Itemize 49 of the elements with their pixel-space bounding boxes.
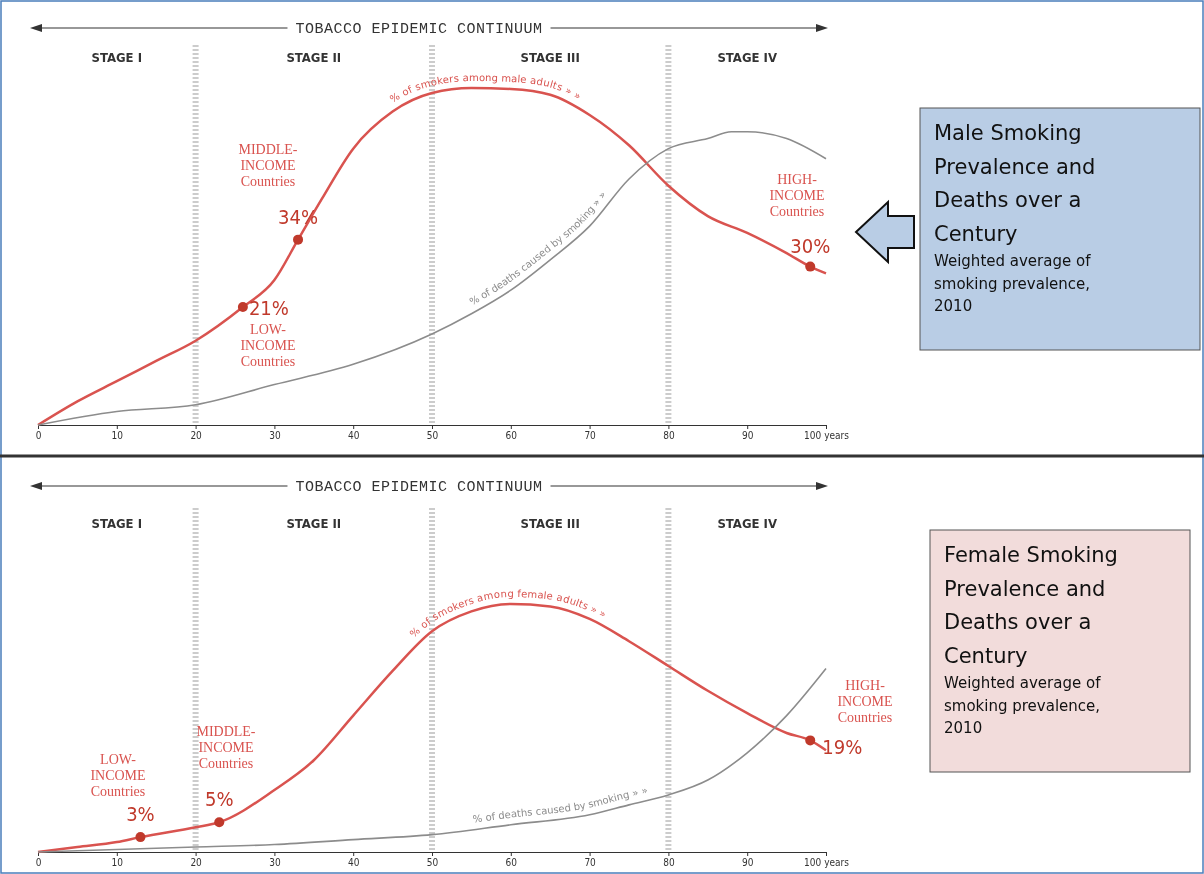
x-tick-label: 10: [111, 430, 124, 442]
x-tick-label: 90: [741, 430, 754, 442]
text: STAGE III: [520, 50, 580, 65]
x-tick-label: 20: [190, 430, 203, 442]
annotation: 5%: [204, 787, 234, 812]
x-tick-label: 90: [741, 857, 754, 869]
text: STAGE I: [91, 516, 143, 531]
text: STAGE II: [286, 50, 342, 65]
x-tick-label: 40: [347, 857, 360, 869]
annotation: 30%: [790, 233, 831, 258]
x-tick-label: 20: [190, 857, 203, 869]
series-label: % of smokers among male adults » »: [387, 71, 583, 105]
text: Female Smoking Prevalence and Deaths over a Century: [944, 543, 1118, 668]
x-tick-label: 80: [663, 430, 675, 442]
x-tick-label: 30: [269, 430, 281, 442]
x-tick-label: 100 years: [804, 857, 850, 869]
text: Weighted average of smoking prevalence, 2010: [944, 674, 1102, 738]
x-tick-label: 70: [584, 857, 597, 869]
x-tick-label: 10: [111, 857, 124, 869]
chart-title: TOBACCO EPIDEMIC CONTINUUM: [295, 479, 543, 496]
annotation: 19%: [822, 735, 863, 760]
series-label: % of deaths caused by smoking » »: [472, 784, 649, 825]
chart-title: TOBACCO EPIDEMIC CONTINUUM: [295, 21, 543, 38]
text: HIGH-INCOME Countries: [837, 678, 893, 725]
x-tick-label: 70: [584, 430, 597, 442]
annotation: LOW-INCOME Countries: [90, 752, 146, 799]
x-tick-label: 60: [505, 857, 518, 869]
x-tick-label: 50: [426, 857, 439, 869]
annotation: 3%: [126, 802, 155, 827]
x-tick-label: 60: [505, 430, 518, 442]
x-tick-label: 0: [35, 857, 42, 869]
x-tick-label: 100 years: [804, 430, 850, 442]
annotation: MIDDLE-INCOME Countries: [196, 724, 256, 771]
x-tick-label: 80: [663, 857, 675, 869]
annotation: LOW-INCOME Countries: [240, 322, 296, 369]
x-tick-label: 0: [35, 430, 42, 442]
text: STAGE IV: [717, 50, 777, 65]
x-tick-label: 50: [426, 430, 439, 442]
annotation: MIDDLE-INCOME Countries: [238, 142, 298, 189]
text: STAGE IV: [717, 516, 777, 531]
text: Male Smoking Prevalence and Deaths over a Century: [934, 121, 1096, 246]
text: STAGE I: [91, 50, 143, 65]
x-tick-label: 40: [347, 430, 360, 442]
annotation: HIGH-INCOME Countries: [769, 172, 825, 219]
text: Weighted average of smoking prevalence, 2010: [934, 252, 1092, 316]
x-tick-label: 30: [269, 857, 281, 869]
text: STAGE III: [520, 516, 580, 531]
text: STAGE II: [286, 516, 342, 531]
annotation: 21%: [248, 296, 289, 321]
